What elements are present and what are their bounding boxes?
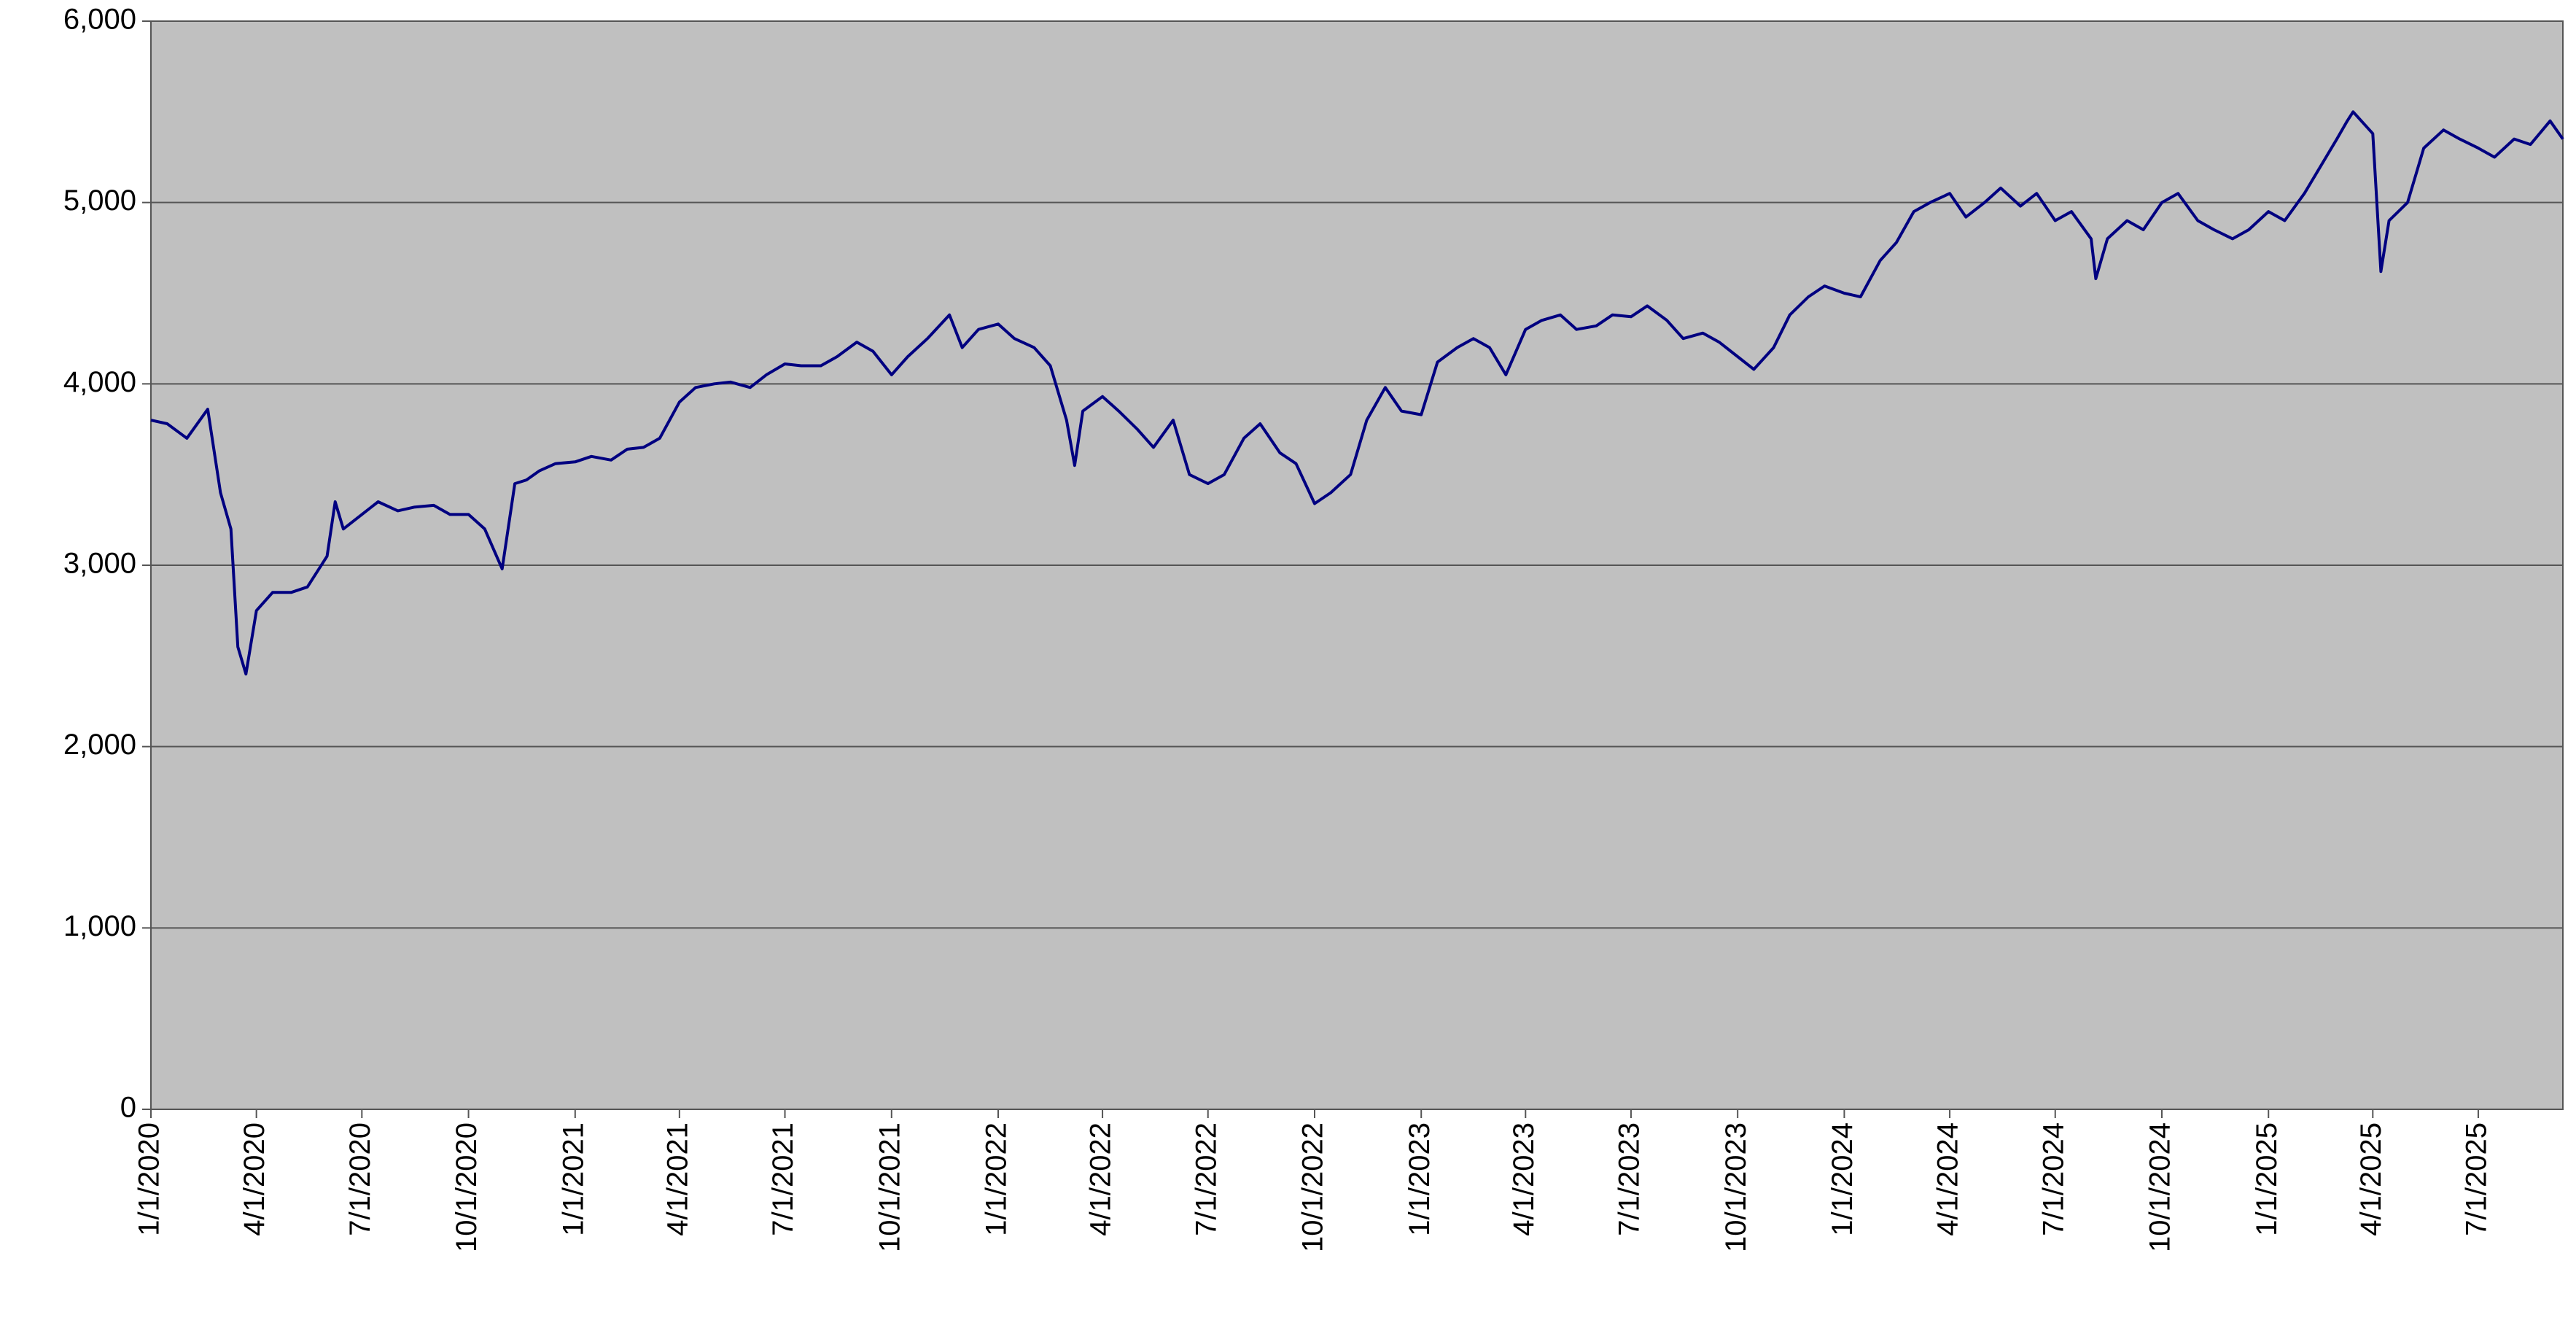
x-tick-label: 10/1/2022 (1297, 1122, 1329, 1252)
x-tick-label: 4/1/2022 (1085, 1122, 1117, 1236)
x-tick-label: 1/1/2020 (133, 1122, 166, 1236)
x-tick-label: 7/1/2022 (1190, 1122, 1222, 1236)
x-tick-label: 4/1/2020 (238, 1122, 271, 1236)
x-tick-label: 1/1/2025 (2251, 1122, 2283, 1236)
y-tick-label: 1,000 (63, 910, 136, 942)
x-tick-label: 7/1/2024 (2037, 1122, 2069, 1236)
y-tick-label: 5,000 (63, 185, 136, 217)
x-tick-label: 1/1/2024 (1826, 1122, 1859, 1236)
x-tick-label: 1/1/2023 (1404, 1122, 1436, 1236)
x-tick-label: 7/1/2020 (344, 1122, 376, 1236)
plot-border (150, 20, 2564, 1110)
x-tick-label: 4/1/2025 (2355, 1122, 2387, 1236)
y-tick-label: 6,000 (63, 4, 136, 36)
y-tick-label: 4,000 (63, 366, 136, 398)
x-tick-label: 1/1/2022 (981, 1122, 1013, 1236)
x-tick-label: 4/1/2023 (1508, 1122, 1540, 1236)
x-tick-label: 7/1/2023 (1614, 1122, 1646, 1236)
y-tick-label: 2,000 (63, 729, 136, 761)
x-tick-label: 10/1/2024 (2144, 1122, 2176, 1252)
x-tick-label: 7/1/2025 (2461, 1122, 2493, 1236)
y-tick-label: 3,000 (63, 548, 136, 580)
x-tick-label: 7/1/2021 (767, 1122, 799, 1236)
x-tick-label: 4/1/2024 (1932, 1122, 1964, 1236)
x-tick-label: 10/1/2023 (1720, 1122, 1752, 1252)
data-line (150, 110, 2564, 676)
x-tick-label: 1/1/2021 (557, 1122, 589, 1236)
x-tick-label: 10/1/2020 (451, 1122, 483, 1252)
x-tick-label: 10/1/2021 (873, 1122, 906, 1252)
x-tick-label: 4/1/2021 (661, 1122, 693, 1236)
y-tick-label: 0 (120, 1092, 136, 1124)
